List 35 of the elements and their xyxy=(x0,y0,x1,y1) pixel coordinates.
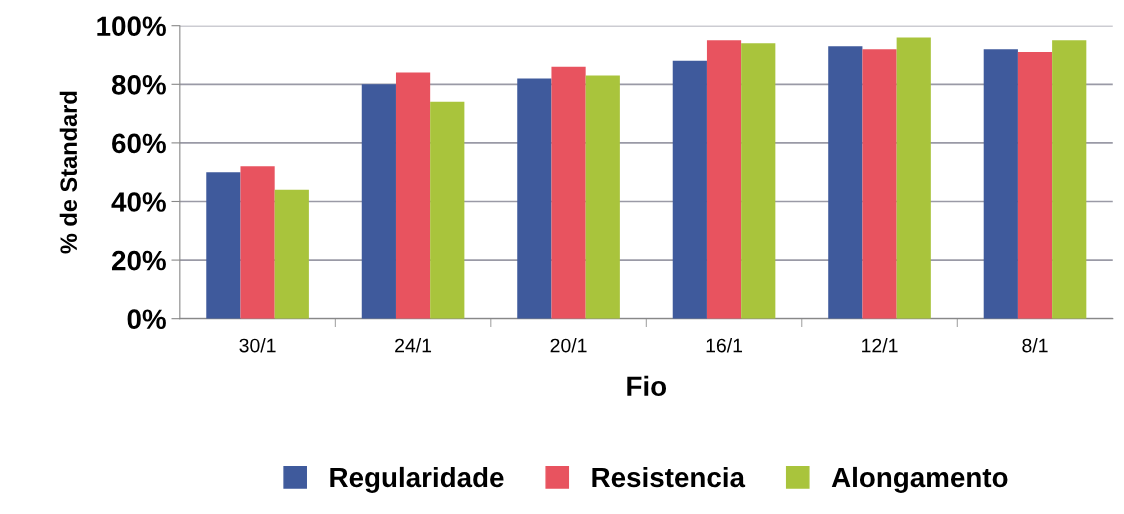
x-axis-title: Fio xyxy=(627,375,667,397)
bar xyxy=(706,40,742,319)
y-tick-label: 40% xyxy=(111,192,166,212)
legend-label: Regularidade xyxy=(330,466,504,493)
x-tick-label: 20/1 xyxy=(550,338,587,353)
x-tick-label: 16/1 xyxy=(706,338,743,353)
y-tick-label: 80% xyxy=(111,74,166,95)
bar xyxy=(672,60,707,319)
bar xyxy=(1017,52,1053,319)
bar xyxy=(240,166,275,319)
y-tick-label: 100% xyxy=(97,16,166,37)
bar xyxy=(206,172,241,319)
y-tick-label: 20% xyxy=(112,250,166,271)
bar xyxy=(983,49,1018,319)
x-tick-label: 8/1 xyxy=(1022,338,1048,353)
bar xyxy=(1052,40,1087,319)
bar xyxy=(862,49,897,319)
x-tick-label: 30/1 xyxy=(239,338,276,353)
y-axis-title: % de Standard xyxy=(59,91,78,254)
bar xyxy=(585,75,620,319)
bar xyxy=(395,72,431,319)
bar xyxy=(551,66,586,319)
bar xyxy=(896,37,931,319)
bar xyxy=(430,101,465,319)
y-tick-label: 0% xyxy=(127,309,166,330)
bar xyxy=(517,78,552,319)
legend-label: Resistencia xyxy=(592,466,746,488)
bar xyxy=(741,43,776,319)
bar xyxy=(274,189,309,319)
bar xyxy=(828,46,863,319)
x-tick-label: 12/1 xyxy=(862,338,898,353)
y-tick-label: 60% xyxy=(112,133,166,154)
bar xyxy=(361,84,396,319)
legend-label: Alongamento xyxy=(831,466,1008,493)
x-tick-label: 24/1 xyxy=(395,338,432,353)
